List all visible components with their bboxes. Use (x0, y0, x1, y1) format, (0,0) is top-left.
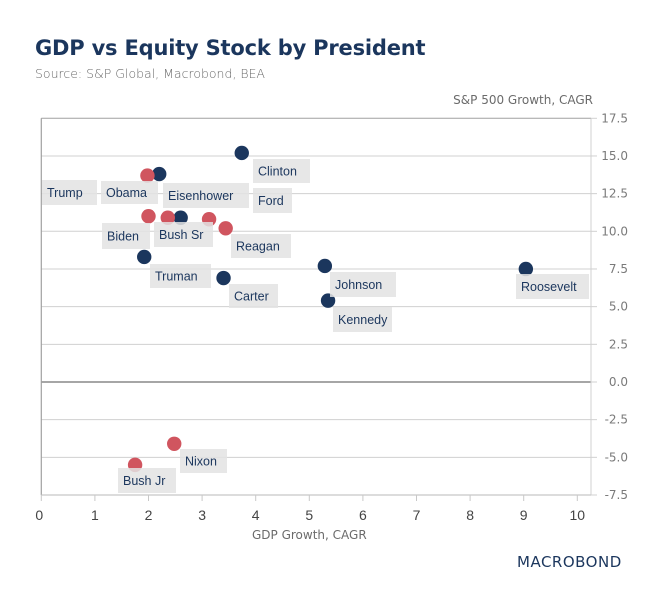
point-label-bush-jr: Bush Jr (123, 474, 165, 488)
label-box (154, 222, 213, 247)
x-axis-label: GDP Growth, CAGR (252, 528, 367, 542)
point-labels: Trump Obama Eisenhower Clinton Ford Biden Bush… (42, 159, 589, 493)
y-tick-label: 12.5 (601, 187, 628, 201)
x-tick-label: 4 (252, 507, 260, 523)
chart-title: GDP vs Equity Stock by President (35, 36, 426, 60)
point-truman (137, 249, 152, 265)
point-obama (152, 166, 167, 182)
point-label-obama: Obama (106, 186, 147, 200)
label-box (42, 180, 97, 205)
point-label-biden: Biden (107, 230, 139, 244)
tick-labels: 17.5 15.0 12.5 10.0 7.5 5.0 2.5 0.0 -2.5 -5.0 -7.5… (35, 111, 628, 523)
x-tick-label: 8 (466, 507, 474, 523)
y-tick-label: -7.5 (605, 488, 628, 502)
point-trump (140, 168, 155, 183)
x-tick-label: 0 (35, 507, 43, 523)
y-tick-label: 17.5 (601, 111, 628, 125)
label-box (330, 272, 396, 297)
point-label-johnson: Johnson (335, 278, 382, 292)
label-box (229, 284, 278, 308)
x-tick-label: 9 (520, 507, 528, 523)
y-tick-label: 15.0 (601, 149, 628, 163)
chart-subtitle: Source: S&P Global, Macrobond, BEA (35, 66, 265, 81)
y-tick-label: 5.0 (609, 300, 628, 314)
x-tick-label: 5 (305, 507, 313, 523)
point-label-clinton: Clinton (258, 165, 297, 179)
y-tick-label: 0.0 (609, 375, 628, 389)
y-axis-label: S&P 500 Growth, CAGR (453, 93, 593, 107)
point-label-bush-sr: Bush Sr (159, 228, 203, 242)
x-tick-label: 3 (198, 507, 206, 523)
label-box (180, 449, 227, 473)
point-label-roosevelt: Roosevelt (521, 280, 577, 294)
point-label-carter: Carter (234, 290, 269, 304)
point-eisenhower (141, 209, 156, 224)
label-box (118, 468, 176, 493)
x-tick-label: 6 (359, 507, 367, 523)
label-box (231, 234, 291, 258)
point-biden (173, 210, 188, 225)
y-tick-label: -5.0 (605, 450, 628, 464)
macrobond-logo: MACROBOND (517, 553, 622, 571)
x-tick-label: 7 (413, 507, 421, 523)
point-label-truman: Truman (155, 270, 198, 284)
point-bush-sr (160, 210, 175, 225)
y-tick-label: 7.5 (609, 262, 628, 276)
label-box (516, 274, 589, 299)
x-tick-label: 1 (91, 507, 99, 523)
point-reagan (218, 221, 233, 236)
label-box (253, 188, 292, 213)
point-label-kennedy: Kennedy (338, 313, 388, 327)
data-points (127, 145, 534, 473)
y-tick-label: 10.0 (601, 224, 628, 238)
point-label-reagan: Reagan (236, 240, 280, 254)
label-box (102, 223, 150, 249)
label-box (150, 264, 211, 288)
point-label-nixon: Nixon (185, 455, 217, 469)
x-tick-label: 10 (570, 507, 586, 523)
point-nixon (167, 436, 182, 451)
point-label-eisenhower: Eisenhower (168, 189, 233, 203)
label-box (163, 183, 249, 208)
label-box (253, 159, 310, 183)
point-label-ford: Ford (258, 194, 284, 208)
point-label-trump: Trump (47, 186, 83, 200)
x-tick-label: 2 (145, 507, 153, 523)
y-tick-label: -2.5 (605, 413, 628, 427)
point-kennedy (320, 293, 336, 308)
point-roosevelt (518, 261, 534, 277)
label-box (333, 307, 392, 332)
point-clinton (234, 145, 249, 161)
label-box (101, 181, 158, 204)
axes (40, 117, 597, 501)
y-tick-label: 2.5 (609, 337, 628, 351)
point-johnson (317, 258, 333, 274)
point-carter (216, 270, 231, 286)
